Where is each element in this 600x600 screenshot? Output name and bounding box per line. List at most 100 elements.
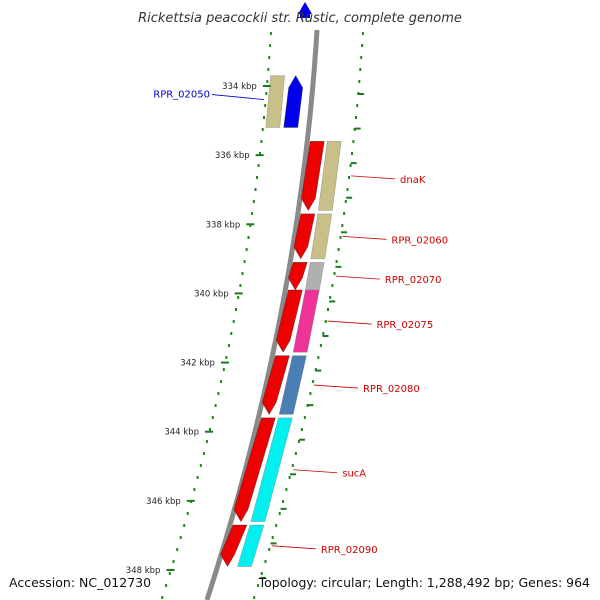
ring-dot — [271, 536, 274, 539]
ring-dot — [339, 236, 342, 239]
cog-block-RPR_02080 — [278, 355, 307, 415]
ring-dot — [183, 524, 186, 527]
gene-arrow-RPR_02080 — [261, 355, 290, 415]
gene-label-RPR_02050: RPR_02050 — [153, 90, 210, 101]
ring-dot — [358, 80, 361, 83]
ring-dot — [217, 392, 220, 395]
ring-dot — [251, 212, 254, 215]
ring-dot — [266, 80, 269, 83]
label-connector-dnaK — [351, 175, 396, 180]
ring-dot — [172, 560, 175, 563]
ring-dot — [303, 416, 306, 419]
ring-dot — [329, 296, 332, 299]
ring-dot — [361, 32, 364, 35]
ring-dot — [349, 164, 352, 167]
ring-dot — [317, 356, 320, 359]
ring-dot — [275, 524, 278, 527]
ring-dot — [343, 212, 346, 215]
ring-dot — [268, 548, 271, 551]
ring-dot — [260, 572, 263, 575]
ring-dot — [252, 200, 255, 203]
ruler-tick-label: 338 kbp — [206, 220, 241, 230]
ring-dot — [196, 476, 199, 479]
gene-labels: RPR_02050 dnaK RPR_02060 RPR_02070 RPR_02075… — [153, 90, 448, 556]
ring-dot — [341, 224, 344, 227]
label-connector-RPR_02050 — [211, 94, 264, 100]
ring-dot — [282, 500, 285, 503]
ring-dot — [294, 452, 297, 455]
ring-dot — [176, 548, 179, 551]
ring-dot — [208, 428, 211, 431]
cog-block-RPR_02070 — [305, 262, 325, 291]
ring-dot — [355, 116, 357, 119]
ring-dot — [256, 176, 258, 179]
ring-dot — [359, 68, 362, 71]
ring-dot — [232, 320, 235, 323]
ring-dot — [222, 368, 225, 371]
ring-dot — [297, 440, 300, 443]
label-connector-RPR_02080 — [313, 384, 359, 389]
ring-dot — [267, 68, 270, 71]
cog-block-RPR_02060 — [310, 213, 333, 260]
ring-dot — [247, 236, 250, 239]
ring-dot — [254, 188, 257, 191]
gene-label-RPR_02060: RPR_02060 — [391, 235, 448, 246]
ruler-tick-label: 344 kbp — [164, 428, 199, 438]
ring-dot — [344, 200, 347, 203]
ring-dot — [168, 572, 171, 575]
ring-dot — [337, 248, 340, 251]
ring-dot — [352, 140, 355, 143]
cog-block-sucA — [250, 417, 293, 522]
ring-dot — [327, 308, 329, 311]
ring-dot — [268, 56, 271, 59]
ring-dot — [257, 164, 260, 167]
gene-arrow-RPR_02090 — [220, 524, 248, 567]
forward-strand-gene — [298, 2, 312, 18]
ring-dot — [300, 428, 303, 431]
ring-dot — [361, 44, 364, 47]
ring-dot — [260, 140, 263, 143]
ring-dot — [239, 284, 242, 287]
ruler-tick-label: 340 kbp — [194, 289, 229, 299]
cog-block-RPR_02050 — [265, 75, 285, 128]
kbp-ruler: 334 kbp 336 kbp 338 kbp 340 kbp 342 kbp 344 k… — [126, 82, 365, 579]
gene-arrow-RPR_02060 — [293, 213, 316, 260]
ring-dot — [322, 332, 325, 335]
gene-feature-track — [220, 75, 325, 567]
label-connector-RPR_02075 — [327, 320, 372, 325]
ring-dot — [225, 356, 228, 359]
ring-dot — [264, 560, 267, 563]
ring-dot — [312, 380, 315, 383]
ring-dot — [259, 152, 261, 155]
label-connector-RPR_02070 — [335, 275, 380, 280]
gene-label-RPR_02070: RPR_02070 — [385, 275, 442, 286]
gene-arrow-RPR_02070 — [288, 262, 308, 291]
ring-dot — [257, 584, 260, 587]
cog-block-RPR_02075 — [292, 289, 320, 353]
ring-dot — [331, 284, 334, 287]
genome-summary: Topology: circular; Length: 1,288,492 bp… — [258, 575, 590, 590]
ring-dot — [263, 116, 265, 119]
label-connector-RPR_02060 — [342, 235, 387, 240]
label-connector-sucA — [293, 469, 338, 474]
ring-dot — [243, 260, 246, 263]
ring-dot — [245, 248, 248, 251]
ring-dot — [269, 44, 272, 47]
map-title: Rickettsia peacockii str. Rustic, comple… — [138, 11, 462, 26]
ring-dot — [165, 584, 168, 587]
ring-dot — [309, 392, 312, 395]
ring-dot — [199, 464, 202, 467]
ring-dot — [214, 404, 217, 407]
ring-dot — [179, 536, 182, 539]
ring-dot — [220, 380, 223, 383]
ring-dot — [335, 260, 338, 263]
ruler-tick-label: 342 kbp — [180, 359, 215, 369]
ring-dot — [319, 344, 322, 347]
ring-dot — [324, 320, 327, 323]
cog-feature-track — [237, 75, 342, 567]
gene-arrow-dnaK — [301, 141, 325, 211]
gene-arrow-sucA — [233, 417, 276, 522]
ring-dot — [288, 476, 291, 479]
ring-dot — [360, 56, 363, 59]
